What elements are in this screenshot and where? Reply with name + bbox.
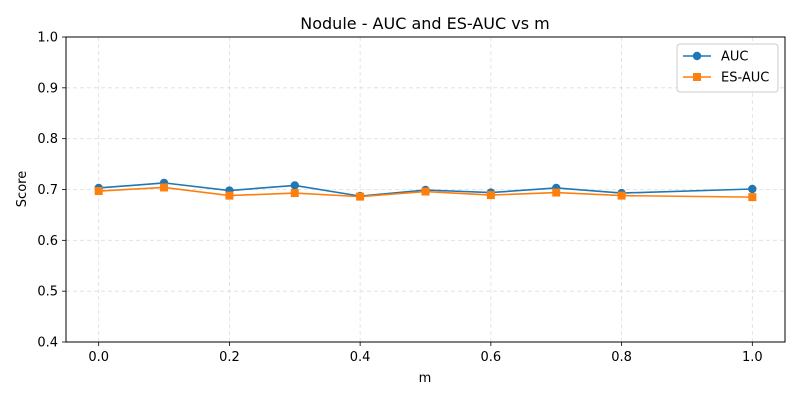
y-tick-label: 0.7 (37, 183, 58, 198)
data-point-es-auc (225, 191, 234, 200)
data-point-es-auc (94, 187, 103, 196)
series-layer (94, 178, 757, 202)
data-point-es-auc (617, 191, 626, 200)
data-point-auc (290, 181, 299, 190)
x-tick-label: 0.8 (611, 350, 632, 365)
legend-label-es-auc: ES-AUC (721, 71, 769, 86)
y-tick-label: 0.4 (37, 336, 58, 351)
data-point-auc (748, 184, 757, 194)
data-point-es-auc (552, 188, 561, 197)
data-point-es-auc (748, 193, 757, 202)
legend: AUC ES-AUC (676, 43, 779, 93)
data-point-es-auc (160, 183, 169, 192)
y-tick-label: 0.8 (37, 132, 58, 147)
x-tick-label: 0.0 (88, 350, 109, 365)
x-tick-label: 1.0 (742, 350, 763, 365)
data-point-es-auc (290, 189, 299, 198)
data-point-es-auc (486, 191, 495, 200)
data-point-es-auc (421, 187, 430, 196)
y-tick-label: 1.0 (37, 31, 58, 46)
series-line-es-auc (98, 186, 753, 198)
y-tick-label: 0.9 (37, 81, 58, 96)
legend-marker-es-auc (693, 73, 701, 81)
legend-label-auc: AUC (721, 50, 749, 65)
series-line-auc (98, 182, 753, 197)
x-axis-label: m (419, 371, 432, 386)
x-tick-label: 0.2 (219, 350, 240, 365)
legend-marker-auc (692, 51, 702, 61)
y-tick-label: 0.6 (37, 234, 58, 249)
axes: 0.0 0.2 0.4 0.6 0.8 1.0 0.4 0.5 0.6 0.7 0.8 0.9 1.0 (37, 31, 762, 366)
chart-title: Nodule - AUC and ES-AUC vs m (300, 14, 549, 33)
x-tick-label: 0.4 (350, 350, 371, 365)
data-point-es-auc (356, 192, 365, 201)
y-axis-label: Score (15, 171, 30, 207)
y-tick-label: 0.5 (37, 285, 58, 300)
x-tick-label: 0.6 (481, 350, 502, 365)
